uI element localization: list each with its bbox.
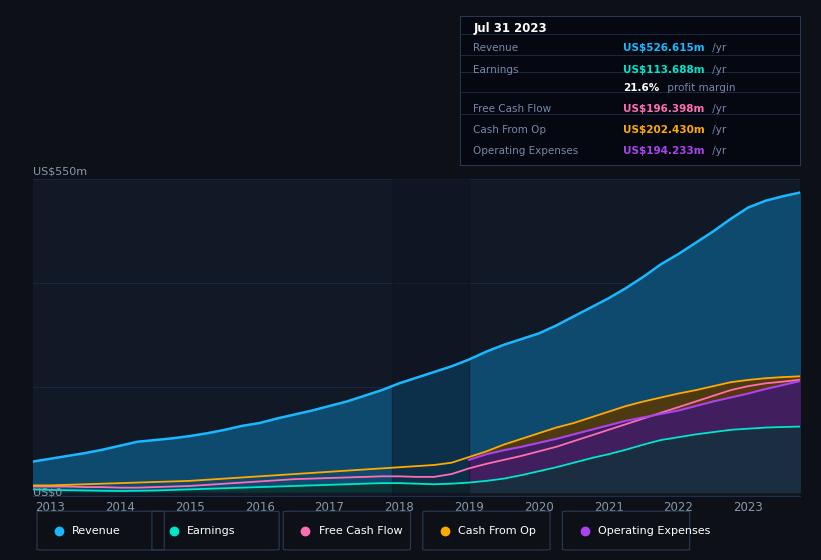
Text: US$0: US$0 [33,487,62,497]
Text: US$194.233m: US$194.233m [623,146,705,156]
Text: Operating Expenses: Operating Expenses [474,146,579,156]
Text: US$550m: US$550m [33,166,87,176]
Text: US$526.615m: US$526.615m [623,43,705,53]
Text: /yr: /yr [709,125,727,135]
Text: Revenue: Revenue [72,526,121,535]
Text: Cash From Op: Cash From Op [474,125,547,135]
Text: profit margin: profit margin [664,83,736,93]
Text: Free Cash Flow: Free Cash Flow [474,104,552,114]
Text: /yr: /yr [709,43,727,53]
Text: /yr: /yr [709,104,727,114]
Bar [392,179,469,496]
Text: Cash From Op: Cash From Op [458,526,536,535]
Text: Earnings: Earnings [474,65,519,75]
Text: Jul 31 2023: Jul 31 2023 [474,22,547,35]
Text: US$202.430m: US$202.430m [623,125,705,135]
Text: Operating Expenses: Operating Expenses [598,526,710,535]
Text: 21.6%: 21.6% [623,83,659,93]
Text: /yr: /yr [709,65,727,75]
Text: US$196.398m: US$196.398m [623,104,704,114]
Text: Revenue: Revenue [474,43,519,53]
Text: US$113.688m: US$113.688m [623,65,705,75]
Text: Free Cash Flow: Free Cash Flow [319,526,402,535]
Text: /yr: /yr [709,146,727,156]
Text: Earnings: Earnings [187,526,236,535]
